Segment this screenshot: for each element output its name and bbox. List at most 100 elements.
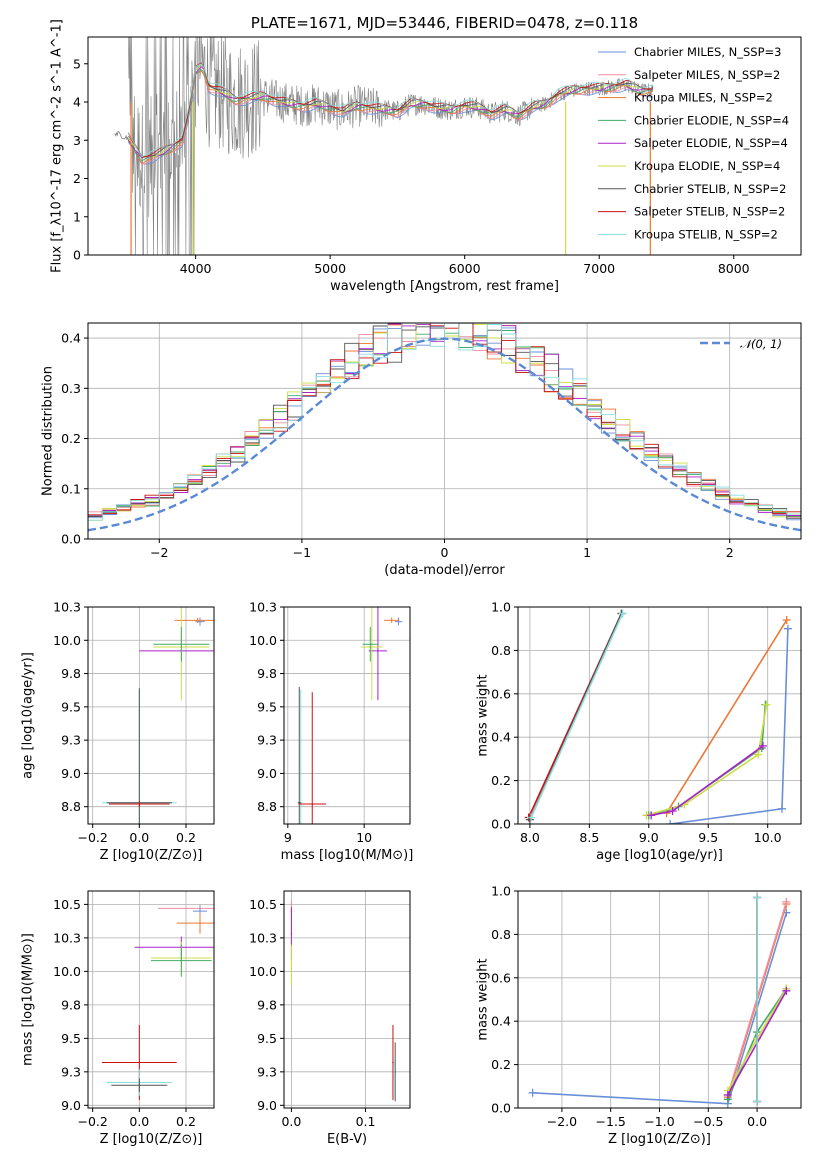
data-point-chabrier_elodie <box>180 959 183 962</box>
series-marker-kroupa_elodie <box>762 700 771 709</box>
data-point-chabrier_miles <box>199 620 201 623</box>
data-point-salpeter_stelib <box>138 1061 141 1064</box>
x-tick-label: −2 <box>150 545 168 560</box>
axes-frame <box>87 890 215 1109</box>
x-axis-label: age [log10(age/yr)] <box>596 848 723 863</box>
histogram-kroupa_stelib <box>88 323 801 521</box>
x-tick-label: 10 <box>356 830 372 845</box>
y-tick-label: 9.0 <box>61 1098 81 1113</box>
x-tick-label: 9.0 <box>639 830 659 845</box>
x-tick-label: 0.0 <box>129 1114 149 1129</box>
normal-distribution-curve <box>88 337 801 532</box>
data-point-salpeter_stelib <box>311 803 314 805</box>
x-axis-label: (data-model)/error <box>384 563 505 578</box>
plot-area <box>114 37 654 255</box>
y-tick-label: 10.5 <box>249 897 277 912</box>
y-tick-label: 10.3 <box>249 930 277 945</box>
x-tick-label: −0.5 <box>693 1114 723 1129</box>
series-marker-salpeter_miles <box>782 897 791 906</box>
x-tick-label: 0.1 <box>356 1114 376 1129</box>
data-point-salpeter_elodie <box>290 933 293 935</box>
y-tick-label: 9.0 <box>61 766 81 781</box>
x-axis-label: wavelength [Angstrom, rest frame] <box>330 279 559 294</box>
data-point-kroupa_miles <box>390 619 393 622</box>
x-tick-label: 5000 <box>314 261 346 276</box>
y-tick-label: 0.2 <box>491 1057 511 1072</box>
y-tick-label: 8.8 <box>61 799 81 814</box>
data-point-chabrier_miles <box>199 910 201 912</box>
plot-area <box>102 904 214 1100</box>
plot-area <box>290 900 396 1102</box>
y-tick-label: 10.0 <box>249 633 277 648</box>
x-tick-label: −1.0 <box>644 1114 674 1129</box>
chart-title: PLATE=1671, MJD=53446, FIBERID=0478, z=0… <box>251 14 638 32</box>
y-axis-label: mass weight <box>476 674 491 756</box>
x-tick-label: −1.5 <box>596 1114 626 1129</box>
x-axis-label: Z [log10(Z/Z⊙)] <box>100 848 203 863</box>
data-point-salpeter_stelib <box>138 803 141 805</box>
x-tick-label: 7000 <box>583 261 615 276</box>
y-tick-label: 9.3 <box>257 733 277 748</box>
series-marker-chabrier_miles <box>783 624 792 633</box>
model-line-chabrier_stelib <box>128 62 653 158</box>
y-tick-label: 9.8 <box>61 997 81 1012</box>
legend-label: Kroupa ELODIE, N_SSP=4 <box>634 159 780 173</box>
y-tick-label: 9.0 <box>257 1098 277 1113</box>
y-axis-label: Flux [f_λ10^-17 erg cm^-2 s^-1 A^-1] <box>50 19 65 273</box>
y-tick-label: 9.8 <box>61 666 81 681</box>
data-point-chabrier_stelib <box>298 801 301 804</box>
chart-spectrum: 4000 5000 6000 7000 8000 0 1 2 3 4 5 wavelength [An… <box>50 14 802 294</box>
legend-label: 𝒩(0, 1) <box>740 337 782 351</box>
y-tick-label: 9.3 <box>61 1064 81 1079</box>
x-tick-label: −2.0 <box>547 1114 577 1129</box>
y-tick-label: 9.5 <box>257 1031 277 1046</box>
y-tick-label: 4 <box>73 95 81 110</box>
legend-label: Kroupa STELIB, N_SSP=2 <box>634 227 778 241</box>
x-tick-label: 8000 <box>718 261 750 276</box>
axes-frame <box>87 36 802 256</box>
data-point-salpeter_stelib <box>392 1061 394 1064</box>
model-line-kroupa_stelib <box>128 63 654 158</box>
y-tick-label: 0.8 <box>491 927 511 942</box>
x-tick-label: 0.2 <box>176 1114 196 1129</box>
y-tick-label: 0.0 <box>491 1101 511 1116</box>
y-axis-label: mass weight <box>476 958 491 1040</box>
y-tick-label: 9.0 <box>257 766 277 781</box>
y-tick-label: 10.5 <box>53 897 81 912</box>
data-point-kroupa_miles <box>199 922 201 924</box>
axes-frame <box>283 890 411 1109</box>
y-tick-label: 0.1 <box>61 481 81 496</box>
x-tick-label: 9.5 <box>698 830 718 845</box>
legend-label: Salpeter STELIB, N_SSP=2 <box>634 205 785 219</box>
y-tick-label: 9.3 <box>257 1064 277 1079</box>
legend-label: Chabrier STELIB, N_SSP=2 <box>634 182 786 196</box>
x-axis-label: Z [log10(Z/Z⊙)] <box>608 1132 711 1147</box>
series-marker-salpeter_elodie <box>647 811 656 820</box>
y-tick-label: 8.8 <box>257 799 277 814</box>
series-line-chabrier_elodie <box>648 704 767 817</box>
data-point-kroupa_miles <box>196 619 199 622</box>
x-tick-label: −0.2 <box>77 1114 107 1129</box>
x-tick-label: 6000 <box>449 261 481 276</box>
series-marker-salpeter_elodie <box>723 1090 732 1099</box>
observed-spectrum-line <box>128 37 654 255</box>
histogram-kroupa_elodie <box>88 323 801 521</box>
y-tick-label: 0.4 <box>61 331 81 346</box>
series-marker-chabrier_miles <box>528 1088 537 1097</box>
axes-frame <box>517 890 802 1109</box>
chart-age-vs-z: −0.2 0.0 0.2 8.8 9.0 9.3 9.5 9.8 10.0 10.3 Z [log1… <box>21 600 215 863</box>
y-tick-label: 10.3 <box>249 600 277 615</box>
data-point-chabrier_elodie <box>180 643 183 646</box>
y-tick-label: 0.0 <box>61 532 81 547</box>
series-marker-kroupa_miles <box>782 616 791 625</box>
y-tick-label: 9.8 <box>257 666 277 681</box>
chart-mass-vs-z: −0.2 0.0 0.2 9.0 9.3 9.5 9.8 10.0 10.3 10.5 Z [log… <box>21 890 215 1147</box>
legend-label: Salpeter MILES, N_SSP=2 <box>634 68 780 82</box>
series-marker-kroupa_elodie <box>754 750 763 759</box>
y-tick-label: 5 <box>73 56 81 71</box>
x-tick-label: 10.0 <box>754 830 782 845</box>
y-axis-label: age [log10(age/yr)] <box>21 652 36 779</box>
x-tick-label: −1 <box>293 545 311 560</box>
y-tick-label: 2 <box>73 171 81 186</box>
y-tick-label: 0.2 <box>61 431 81 446</box>
